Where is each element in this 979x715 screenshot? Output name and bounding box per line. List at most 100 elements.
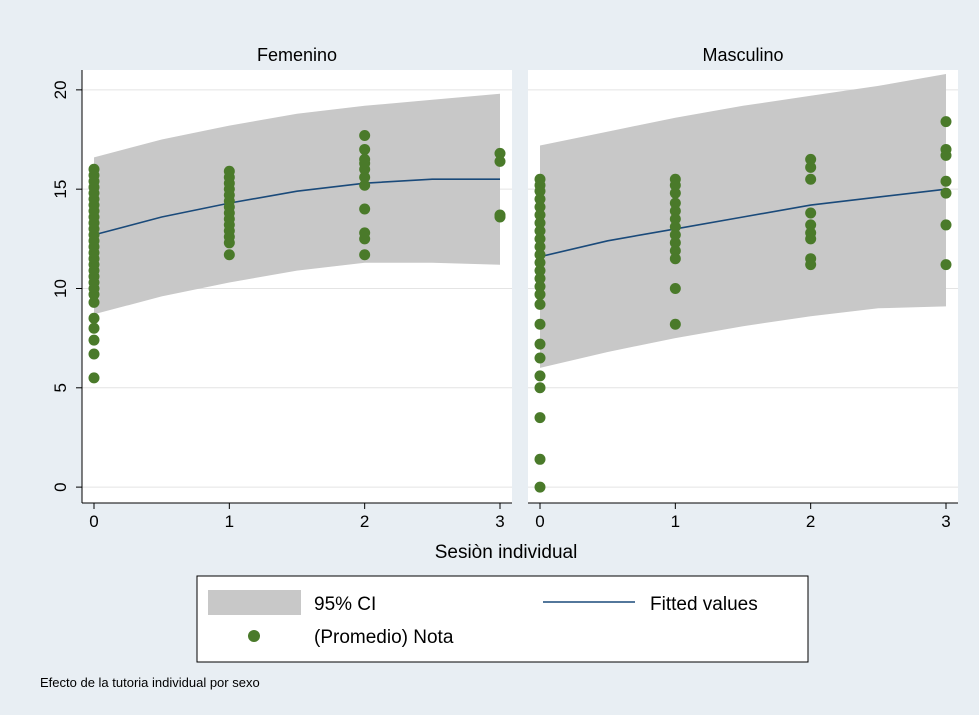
data-point bbox=[494, 155, 506, 167]
data-point bbox=[494, 209, 506, 221]
data-point bbox=[88, 312, 100, 324]
ci-band bbox=[94, 93, 500, 315]
x-tick-label: 1 bbox=[671, 512, 680, 531]
data-point bbox=[534, 173, 546, 185]
data-point bbox=[534, 241, 546, 253]
data-point bbox=[534, 209, 546, 221]
data-point bbox=[88, 348, 100, 360]
data-point bbox=[534, 298, 546, 310]
data-point bbox=[940, 219, 952, 231]
data-point bbox=[534, 249, 546, 261]
data-point bbox=[669, 197, 681, 209]
panel-title: Masculino bbox=[702, 45, 783, 65]
data-point bbox=[669, 173, 681, 185]
data-point bbox=[669, 245, 681, 257]
ci-band bbox=[540, 74, 946, 368]
data-point bbox=[805, 253, 817, 265]
data-point bbox=[669, 205, 681, 217]
data-point bbox=[805, 227, 817, 239]
panel-strip bbox=[528, 40, 958, 70]
legend: 95% CI Fitted values (Promedio) Nota bbox=[196, 575, 809, 663]
x-tick-label: 0 bbox=[89, 512, 98, 531]
data-point bbox=[534, 201, 546, 213]
data-point bbox=[534, 412, 546, 424]
data-point bbox=[940, 143, 952, 155]
data-point bbox=[940, 259, 952, 271]
x-axis-label: Sesiòn individual bbox=[435, 542, 578, 563]
data-point bbox=[359, 179, 371, 191]
data-point bbox=[359, 203, 371, 215]
x-tick-label: 2 bbox=[806, 512, 815, 531]
data-point bbox=[805, 153, 817, 165]
data-point bbox=[534, 318, 546, 330]
data-point bbox=[88, 322, 100, 334]
data-point bbox=[669, 253, 681, 265]
data-point bbox=[669, 221, 681, 233]
data-point bbox=[534, 257, 546, 269]
data-point bbox=[669, 187, 681, 199]
data-point bbox=[534, 265, 546, 277]
panels-layer: Femenino 0 1 2 3 Masculino 0 1 2 3 bbox=[82, 40, 958, 531]
data-point bbox=[534, 273, 546, 285]
data-point bbox=[805, 207, 817, 219]
data-point bbox=[359, 130, 371, 142]
data-point bbox=[534, 225, 546, 237]
y-tick-label: 10 bbox=[51, 279, 70, 298]
data-point bbox=[534, 453, 546, 465]
data-point bbox=[534, 233, 546, 245]
data-point bbox=[669, 229, 681, 241]
data-point bbox=[223, 165, 235, 177]
panel-1: Masculino 0 1 2 3 bbox=[528, 40, 958, 531]
data-point bbox=[359, 143, 371, 155]
data-point bbox=[534, 382, 546, 394]
data-point bbox=[534, 288, 546, 300]
data-point bbox=[534, 217, 546, 229]
data-point bbox=[359, 153, 371, 165]
data-point bbox=[534, 370, 546, 382]
data-point bbox=[534, 481, 546, 493]
data-point bbox=[669, 237, 681, 249]
data-point bbox=[494, 147, 506, 159]
panel-0: Femenino 0 1 2 3 bbox=[82, 40, 512, 531]
data-point bbox=[534, 281, 546, 292]
chart-note: Efecto de la tutoria individual por sexo bbox=[40, 675, 260, 690]
x-tick-label: 3 bbox=[495, 512, 504, 531]
data-point bbox=[88, 372, 100, 384]
legend-ci-swatch bbox=[208, 590, 301, 615]
x-tick-label: 2 bbox=[360, 512, 369, 531]
legend-points-label: (Promedio) Nota bbox=[314, 627, 454, 648]
data-point bbox=[669, 318, 681, 330]
data-point bbox=[534, 193, 546, 205]
fit-line bbox=[539, 188, 947, 258]
y-tick-label: 5 bbox=[51, 383, 70, 392]
y-tick-label: 0 bbox=[51, 482, 70, 491]
data-point bbox=[359, 227, 371, 239]
x-tick-label: 1 bbox=[225, 512, 234, 531]
data-point bbox=[359, 249, 371, 261]
legend-box bbox=[196, 575, 809, 663]
data-point bbox=[940, 187, 952, 199]
data-point bbox=[88, 296, 100, 308]
panel-title: Femenino bbox=[257, 45, 337, 65]
data-point bbox=[669, 282, 681, 294]
data-point bbox=[940, 116, 952, 128]
data-point bbox=[359, 171, 371, 183]
legend-ci-label: 95% CI bbox=[314, 594, 376, 615]
fit-line bbox=[93, 178, 500, 236]
legend-points-swatch bbox=[248, 630, 260, 642]
data-point bbox=[88, 163, 100, 175]
x-tick-label: 3 bbox=[941, 512, 950, 531]
y-axis: 0 5 10 15 20 bbox=[51, 70, 83, 503]
legend-fit-label: Fitted values bbox=[650, 594, 758, 615]
y-tick-label: 20 bbox=[51, 80, 70, 99]
data-point bbox=[223, 249, 235, 261]
data-point bbox=[805, 173, 817, 185]
data-point bbox=[805, 219, 817, 231]
x-tick-label: 0 bbox=[535, 512, 544, 531]
data-point bbox=[88, 334, 100, 346]
data-point bbox=[534, 352, 546, 364]
data-point bbox=[805, 161, 817, 173]
panel-strip bbox=[82, 40, 512, 70]
data-point bbox=[940, 175, 952, 187]
